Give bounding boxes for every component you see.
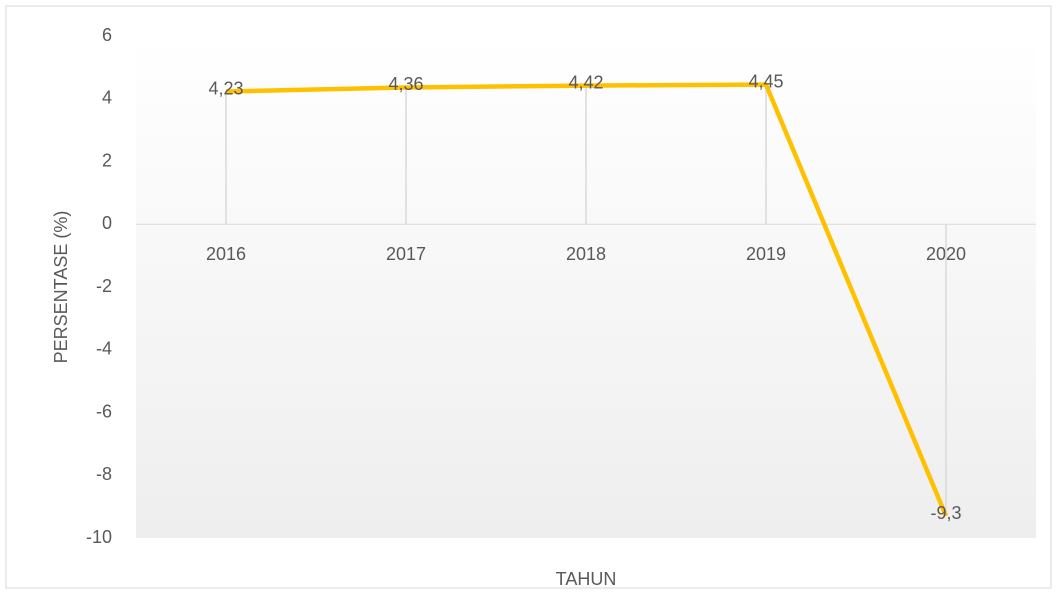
value-label: 4,42 [568, 72, 603, 92]
value-label: 4,36 [388, 74, 423, 94]
x-tick-label: 2016 [206, 244, 246, 264]
y-tick-label: -8 [96, 464, 112, 484]
x-axis-title: TAHUN [556, 569, 617, 589]
y-tick-label: 0 [102, 213, 112, 233]
y-axis-title: PERSENTASE (%) [51, 211, 71, 364]
value-label: 4,45 [748, 71, 783, 91]
y-tick-label: 2 [102, 150, 112, 170]
value-label: -9,3 [930, 503, 961, 523]
y-tick-label: 4 [102, 88, 112, 108]
value-label: 4,23 [208, 78, 243, 98]
y-tick-label: -4 [96, 339, 112, 359]
x-tick-label: 2017 [386, 244, 426, 264]
x-tick-label: 2019 [746, 244, 786, 264]
y-tick-label: -6 [96, 401, 112, 421]
y-tick-label: -10 [86, 527, 112, 547]
y-tick-label: -2 [96, 276, 112, 296]
line-series [225, 82, 949, 517]
x-tick-label: 2018 [566, 244, 606, 264]
y-tick-label: 6 [102, 25, 112, 45]
